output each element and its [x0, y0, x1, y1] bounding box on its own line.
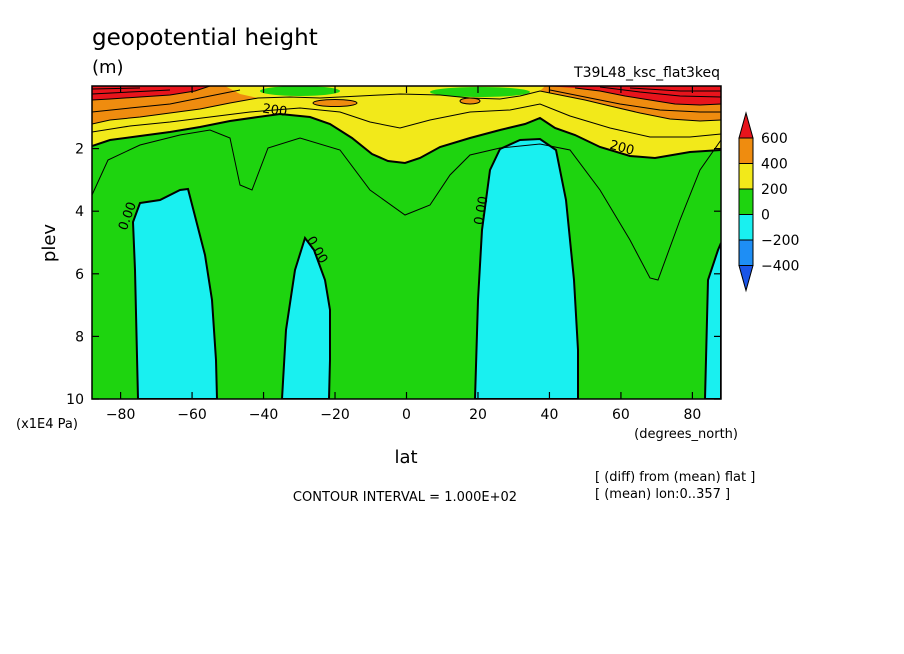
note-mean: [ (mean) lon:0..357 ]	[595, 487, 730, 502]
colorbar-segment	[738, 265, 754, 293]
contour-line-700	[92, 86, 721, 98]
contour-ring-2	[459, 97, 481, 105]
green-patch-1	[260, 86, 340, 96]
colorbar-segment	[738, 111, 754, 139]
colorbar-segment	[738, 214, 754, 241]
colorbar-label: −200	[761, 233, 799, 249]
y-tick-label: 6	[75, 267, 84, 283]
contour-line-300	[92, 103, 721, 138]
y-axis: 2 4 6 8 10	[66, 142, 721, 408]
y-tick-label: 10	[66, 392, 84, 408]
x-tick-label: −80	[106, 407, 136, 423]
negative-region-2	[280, 235, 331, 399]
colorbar-label: 600	[761, 131, 788, 147]
colorbar-label: 400	[761, 157, 788, 173]
colorbar-segment	[738, 137, 754, 164]
band-200-400	[92, 86, 721, 163]
colorbar-segment	[738, 163, 754, 190]
y-tick-label: 8	[75, 329, 84, 345]
contour-field	[92, 86, 721, 399]
x-tick-label: −20	[320, 407, 350, 423]
x-tick-label: −40	[249, 407, 279, 423]
orange-patch-1	[313, 99, 357, 107]
orange-patch-2	[460, 98, 480, 104]
colorbar-segment	[738, 239, 754, 266]
contour-line-600	[92, 86, 721, 106]
contour-line-100	[92, 129, 721, 281]
note-diff: [ (diff) from (mean) flat ]	[595, 470, 755, 485]
y-axis-label: plev	[39, 224, 60, 263]
x-tick-label: 60	[612, 407, 630, 423]
negative-region-4	[703, 242, 721, 399]
x-tick-label: −60	[177, 407, 207, 423]
y-tick-label: 4	[75, 204, 84, 220]
colorbar-label: 200	[761, 182, 788, 198]
x-tick-label: 0	[402, 407, 411, 423]
contour-line-200	[92, 112, 721, 165]
y-axis-units: (x1E4 Pa)	[16, 417, 78, 432]
x-axis: −80 −60 −40 −20 0 20 40 60 80	[106, 86, 701, 423]
x-tick-label: 20	[469, 407, 487, 423]
x-axis-label: lat	[394, 447, 417, 468]
colorbar-label: 0	[761, 208, 770, 224]
y-tick-label: 2	[75, 142, 84, 158]
contour-interval: CONTOUR INTERVAL = 1.000E+02	[293, 490, 517, 505]
plot-title: geopotential height	[92, 25, 318, 51]
contour-line-800	[92, 87, 721, 92]
contour-label: 0.00	[472, 195, 492, 226]
contour-line-500	[92, 89, 721, 113]
contour-label: 200	[261, 102, 288, 120]
colorbar: 600 400 200 0 −200 −400	[738, 111, 799, 293]
plot-units: (m)	[92, 57, 124, 78]
negative-region-1	[131, 187, 219, 399]
contour-label: 200	[608, 138, 636, 159]
contour-line-400	[92, 90, 721, 125]
negative-region-3	[473, 137, 579, 399]
x-tick-label: 40	[541, 407, 559, 423]
colorbar-label: −400	[761, 259, 799, 275]
green-patch-2	[430, 87, 530, 97]
x-tick-label: 80	[683, 407, 701, 423]
x-axis-units: (degrees_north)	[634, 427, 738, 442]
run-name: T39L48_ksc_flat3keq	[573, 65, 720, 81]
band-600-plus-south	[92, 86, 210, 100]
contour-ring-1	[312, 99, 358, 107]
colorbar-segment	[738, 188, 754, 215]
